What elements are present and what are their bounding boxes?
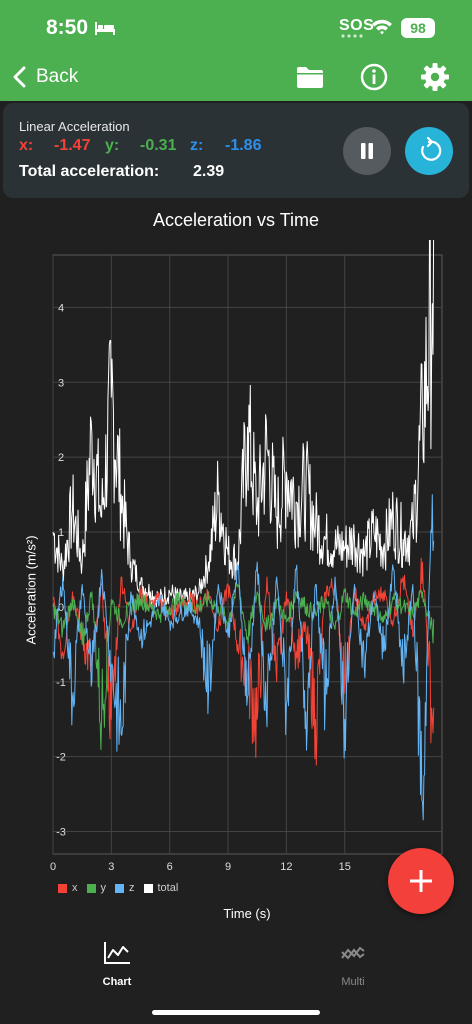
readout-title: Linear Acceleration	[19, 119, 130, 134]
y-tick-label: 4	[58, 302, 64, 314]
add-button[interactable]	[388, 848, 454, 914]
bottom-tab-bar: Chart Multi	[0, 930, 472, 1024]
y-tick-label: -2	[56, 752, 66, 764]
y-tick-label: -1	[56, 677, 66, 689]
z-label: z:	[190, 137, 204, 154]
series-line-y	[52, 581, 435, 750]
y-value: -0.31	[140, 137, 177, 154]
wifi-icon	[372, 19, 392, 35]
info-icon[interactable]	[359, 62, 389, 92]
y-tick-label: 1	[58, 527, 64, 539]
series-line-z	[52, 494, 435, 821]
y-tick-label: 3	[58, 377, 64, 389]
legend-item-z: z	[115, 882, 135, 894]
legend-item-total: total	[143, 882, 179, 894]
y-axis-label: Acceleration (m/s²)	[23, 535, 39, 645]
multi-line-icon	[341, 946, 365, 960]
x-tick-label: 12	[280, 861, 292, 873]
legend-item-x: x	[58, 882, 78, 894]
readout-card: Linear Acceleration x: -1.47 y: -0.31 z:…	[3, 103, 469, 198]
battery-indicator: 98	[401, 18, 435, 38]
y-tick-label: 2	[58, 452, 64, 464]
y-tick-label: 0	[58, 602, 64, 614]
folder-icon[interactable]	[295, 62, 325, 92]
tab-multi[interactable]: Multi	[313, 940, 393, 990]
legend-swatch-x	[58, 883, 67, 893]
pause-button[interactable]	[343, 127, 391, 175]
sos-indicator: SOS	[339, 17, 375, 34]
back-button[interactable]: Back	[12, 62, 78, 92]
z-value: -1.86	[225, 137, 262, 154]
chevron-left-icon	[13, 66, 26, 88]
gear-icon[interactable]	[420, 62, 450, 92]
total-value: 2.39	[193, 163, 225, 180]
home-indicator	[152, 1010, 320, 1015]
series-line-total	[52, 240, 435, 608]
tab-chart[interactable]: Chart	[77, 940, 157, 990]
plus-icon	[410, 870, 432, 892]
y-tick-label: -3	[56, 827, 66, 839]
legend-label-x: x	[72, 882, 78, 894]
signal-dots-icon	[341, 34, 363, 38]
x-label: x:	[19, 137, 34, 154]
legend-swatch-y	[86, 883, 96, 893]
legend-label-total: total	[157, 882, 179, 894]
x-value: -1.47	[54, 137, 91, 154]
legend-swatch-z	[115, 883, 124, 893]
x-tick-label: 6	[167, 861, 173, 873]
x-tick-label: 15	[339, 861, 351, 873]
total-label: Total acceleration:	[19, 163, 160, 180]
line-chart-icon	[104, 942, 130, 964]
legend-swatch-total	[143, 883, 153, 893]
legend-label-y: y	[100, 882, 107, 894]
pause-icon	[361, 143, 373, 159]
chart-legend: x y z total	[58, 882, 187, 894]
bed-icon	[95, 22, 115, 35]
legend-label-z: z	[129, 882, 135, 894]
tab-chart-label: Chart	[102, 976, 132, 988]
tab-multi-label: Multi	[341, 976, 365, 988]
status-time: 8:50	[46, 16, 89, 39]
chart-title: Acceleration vs Time	[152, 210, 320, 230]
x-tick-label: 3	[108, 861, 114, 873]
app-header: 8:50 SOS 98 Back	[0, 0, 472, 101]
back-label: Back	[36, 66, 79, 87]
series-line-x	[52, 557, 435, 766]
x-tick-label: 0	[50, 861, 56, 873]
x-tick-label: 9	[225, 861, 231, 873]
x-axis-label: Time (s)	[223, 906, 271, 921]
legend-item-y: y	[86, 882, 107, 894]
reset-icon	[421, 136, 442, 161]
y-label: y:	[105, 137, 120, 154]
reset-button[interactable]	[405, 127, 453, 175]
